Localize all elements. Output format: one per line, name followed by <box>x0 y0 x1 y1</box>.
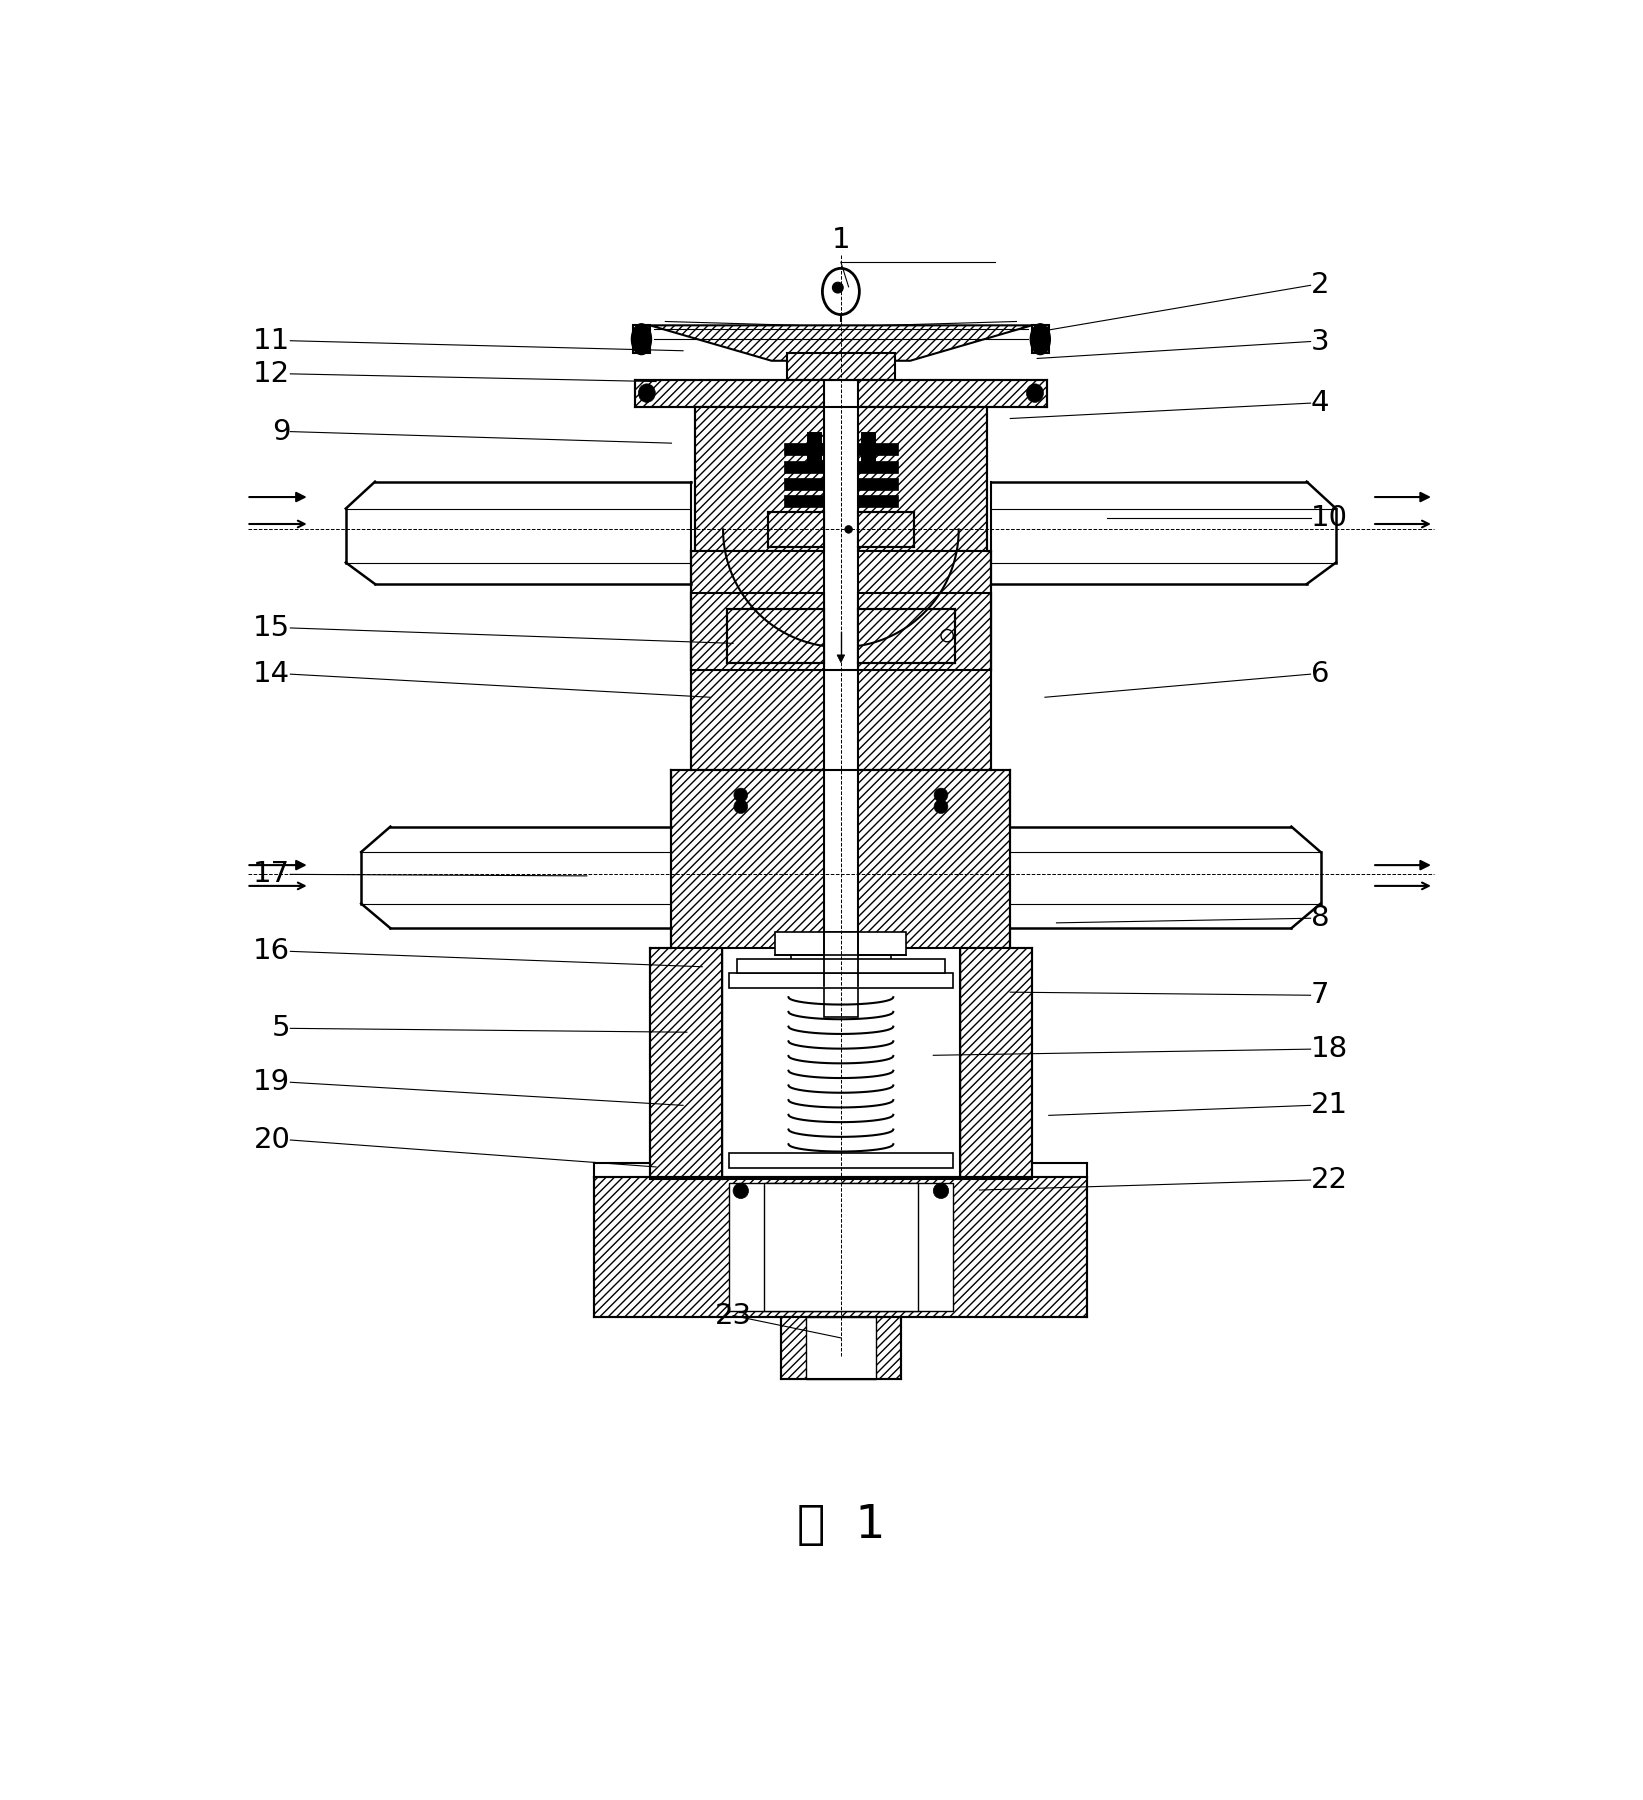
Bar <box>738 959 945 974</box>
Text: 5: 5 <box>271 1015 291 1042</box>
Text: 14: 14 <box>253 661 291 688</box>
Bar <box>787 353 895 380</box>
Polygon shape <box>836 655 845 662</box>
Bar <box>861 432 874 463</box>
Bar <box>672 770 823 947</box>
Bar <box>784 477 823 490</box>
Circle shape <box>734 799 748 814</box>
Bar <box>780 1318 900 1379</box>
Bar <box>767 513 823 547</box>
Bar <box>729 974 953 988</box>
Circle shape <box>933 1183 948 1199</box>
Bar <box>858 495 897 508</box>
Text: 9: 9 <box>271 418 291 446</box>
Bar <box>858 407 987 551</box>
Text: 图  1: 图 1 <box>797 1503 886 1548</box>
Bar <box>651 947 721 1179</box>
Ellipse shape <box>1030 324 1050 355</box>
Bar <box>858 513 914 547</box>
Text: 7: 7 <box>1311 981 1329 1010</box>
Bar <box>595 1177 1088 1318</box>
Bar <box>790 956 891 972</box>
Circle shape <box>734 788 748 803</box>
Text: 2: 2 <box>1311 272 1329 299</box>
Text: 21: 21 <box>1311 1091 1347 1120</box>
Bar <box>858 551 991 670</box>
Bar <box>729 1183 953 1310</box>
Bar <box>807 1318 876 1379</box>
Text: 16: 16 <box>253 938 291 965</box>
Ellipse shape <box>639 383 656 403</box>
Circle shape <box>833 283 843 293</box>
Bar <box>858 461 897 473</box>
Bar <box>807 432 822 463</box>
Text: 22: 22 <box>1311 1166 1347 1193</box>
Bar <box>807 432 822 463</box>
Circle shape <box>733 1183 749 1199</box>
Text: 20: 20 <box>253 1127 291 1154</box>
Bar <box>802 972 879 985</box>
Text: 1: 1 <box>831 227 849 254</box>
Bar <box>784 495 823 508</box>
Polygon shape <box>651 326 1032 360</box>
Bar <box>858 380 1047 407</box>
Text: 17: 17 <box>253 860 291 889</box>
Circle shape <box>845 526 853 533</box>
Bar <box>764 1183 918 1310</box>
Bar <box>634 380 823 407</box>
Bar <box>858 770 1010 947</box>
Text: 11: 11 <box>253 328 291 355</box>
Text: 8: 8 <box>1311 904 1329 932</box>
Bar <box>784 443 823 455</box>
Bar <box>784 461 823 473</box>
Bar <box>775 932 907 956</box>
Ellipse shape <box>631 324 652 355</box>
Bar <box>690 551 823 670</box>
Polygon shape <box>1032 326 1048 353</box>
Text: 23: 23 <box>715 1301 751 1330</box>
Bar <box>861 432 874 463</box>
Bar <box>858 477 897 490</box>
Text: 4: 4 <box>1311 389 1329 418</box>
Bar <box>960 947 1032 1179</box>
Text: 12: 12 <box>253 360 291 387</box>
Circle shape <box>935 788 948 803</box>
Text: 19: 19 <box>253 1067 291 1096</box>
Circle shape <box>935 799 948 814</box>
Bar <box>858 608 955 662</box>
Bar <box>858 443 897 455</box>
Bar <box>690 594 823 770</box>
Polygon shape <box>633 326 651 353</box>
Text: 15: 15 <box>253 614 291 643</box>
Text: 10: 10 <box>1311 504 1347 531</box>
Bar <box>726 608 823 662</box>
Bar <box>695 407 823 551</box>
Text: 6: 6 <box>1311 661 1329 688</box>
Text: 3: 3 <box>1311 328 1329 356</box>
Text: 18: 18 <box>1311 1035 1347 1064</box>
Bar <box>823 932 858 1017</box>
Ellipse shape <box>1027 383 1043 403</box>
Ellipse shape <box>823 268 859 315</box>
Bar <box>858 594 991 770</box>
Bar <box>729 1154 953 1168</box>
